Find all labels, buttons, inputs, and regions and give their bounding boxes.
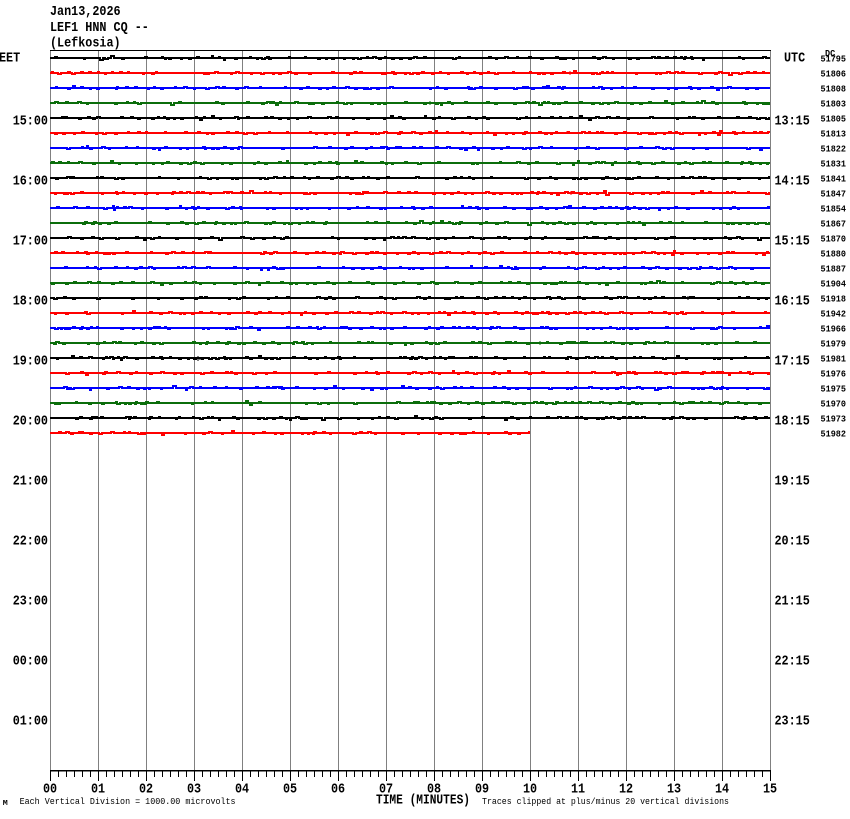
svg-text:51982: 51982	[821, 430, 847, 440]
svg-text:51970: 51970	[821, 400, 847, 410]
svg-text:51880: 51880	[821, 250, 847, 260]
svg-text:00: 00	[43, 782, 57, 797]
svg-text:Jan13,2026: Jan13,2026	[50, 5, 121, 20]
svg-text:51805: 51805	[821, 115, 847, 125]
svg-text:EET: EET	[0, 52, 20, 67]
svg-text:17:15: 17:15	[775, 354, 810, 369]
svg-text:05: 05	[283, 782, 297, 797]
svg-text:Traces clipped at plus/minus 2: Traces clipped at plus/minus 20 vertical…	[482, 797, 729, 807]
svg-text:18:15: 18:15	[775, 414, 810, 429]
svg-text:15:15: 15:15	[775, 234, 810, 249]
svg-text:03: 03	[187, 782, 201, 797]
svg-text:51806: 51806	[821, 70, 847, 80]
svg-text:(Lefkosia): (Lefkosia)	[50, 37, 121, 52]
svg-text:51887: 51887	[821, 265, 847, 275]
svg-text:51831: 51831	[821, 160, 847, 170]
svg-text:22:00: 22:00	[13, 534, 48, 549]
svg-text:16:00: 16:00	[13, 174, 48, 189]
svg-text:13:15: 13:15	[775, 114, 810, 129]
svg-text:14:15: 14:15	[775, 174, 810, 189]
svg-text:20:00: 20:00	[13, 414, 48, 429]
svg-text:51813: 51813	[821, 130, 847, 140]
svg-text:UTC: UTC	[784, 52, 805, 67]
svg-text:23:00: 23:00	[13, 594, 48, 609]
svg-text:51942: 51942	[821, 310, 847, 320]
svg-text:51870: 51870	[821, 235, 847, 245]
svg-text:LEF1 HNN CQ --: LEF1 HNN CQ --	[50, 21, 149, 36]
svg-text:11: 11	[571, 782, 585, 797]
svg-text:21:00: 21:00	[13, 474, 48, 489]
svg-text:16:15: 16:15	[775, 294, 810, 309]
svg-text:01:00: 01:00	[13, 714, 48, 729]
svg-text:51904: 51904	[821, 280, 847, 290]
svg-text:18:00: 18:00	[13, 294, 48, 309]
svg-text:51867: 51867	[821, 220, 847, 230]
svg-text:13: 13	[667, 782, 681, 797]
svg-text:09: 09	[475, 782, 489, 797]
svg-text:51975: 51975	[821, 385, 847, 395]
svg-text:02: 02	[139, 782, 153, 797]
svg-text:51795: 51795	[821, 55, 847, 65]
svg-text:06: 06	[331, 782, 345, 797]
svg-text:23:15: 23:15	[775, 714, 810, 729]
svg-text:00:00: 00:00	[13, 654, 48, 669]
svg-text:51847: 51847	[821, 190, 847, 200]
svg-text:15: 15	[763, 782, 777, 797]
svg-text:07: 07	[379, 782, 393, 797]
svg-text:20:15: 20:15	[775, 534, 810, 549]
svg-text:51822: 51822	[821, 145, 847, 155]
svg-text:51973: 51973	[821, 415, 847, 425]
svg-text:14: 14	[715, 782, 729, 797]
svg-text:51979: 51979	[821, 340, 847, 350]
svg-text:17:00: 17:00	[13, 234, 48, 249]
svg-text:08: 08	[427, 782, 441, 797]
svg-text:21:15: 21:15	[775, 594, 810, 609]
svg-text:15:00: 15:00	[13, 114, 48, 129]
svg-text:10: 10	[523, 782, 537, 797]
svg-text:12: 12	[619, 782, 633, 797]
svg-text:51854: 51854	[821, 205, 847, 215]
svg-text:51976: 51976	[821, 370, 847, 380]
svg-text:M: M	[3, 800, 9, 808]
svg-text:DC: DC	[825, 49, 836, 59]
svg-text:19:15: 19:15	[775, 474, 810, 489]
svg-text:TIME (MINUTES): TIME (MINUTES)	[376, 793, 470, 808]
svg-text:51918: 51918	[821, 295, 847, 305]
svg-text:51803: 51803	[821, 100, 847, 110]
svg-text:51981: 51981	[821, 355, 847, 365]
svg-text:22:15: 22:15	[775, 654, 810, 669]
svg-text:04: 04	[235, 782, 249, 797]
svg-text:Each Vertical Division = 1000.: Each Vertical Division = 1000.00 microvo…	[20, 797, 236, 807]
svg-text:51841: 51841	[821, 175, 847, 185]
svg-text:51966: 51966	[821, 325, 847, 335]
svg-text:19:00: 19:00	[13, 354, 48, 369]
svg-text:51808: 51808	[821, 85, 847, 95]
svg-text:01: 01	[91, 782, 105, 797]
